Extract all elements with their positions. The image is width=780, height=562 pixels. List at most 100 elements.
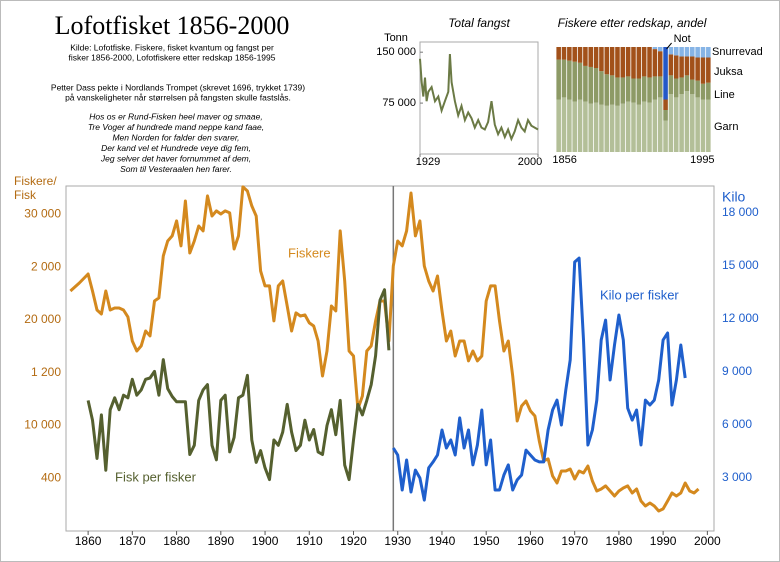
x-tick-label: 1860 [75,534,102,548]
inset-x-tick-label: 1929 [416,156,440,168]
bar-segment [631,47,636,79]
bar-segment [673,78,679,98]
x-tick-label: 1970 [561,534,588,548]
x-tick-label: 1960 [517,534,544,548]
bar-segment [700,83,706,100]
x-tick-label: 1910 [296,534,323,548]
bar-segment [572,101,577,152]
y2-tick-label: 6 000 [722,417,752,431]
bar-segment [684,56,690,76]
bar-segment [609,75,615,105]
y-axis-label: Fiskere/ [14,174,57,188]
legend-label: Juksa [714,66,744,78]
bar-segment [663,120,668,152]
intro-line: på vanskeligheter når størrelsen på fang… [65,92,291,102]
bar-segment [690,47,695,57]
bar-segment [657,51,663,77]
source-line: Kilde: Lofotfiske. Fiskere, fisket kvant… [70,42,274,52]
inset-title: Total fangst [448,16,510,30]
bar-segment [609,47,615,76]
bar-segment [556,47,561,60]
bar-segment [631,102,636,152]
plot-area [65,185,715,532]
bar-segment [620,77,626,104]
legend-label: Snurrevad [712,46,763,58]
series-line [392,256,687,502]
bar-segment [577,47,583,63]
bar-segment [620,103,626,152]
series-label: Fiskere [288,245,331,260]
bar-segment [679,77,684,95]
bar-segment [668,75,674,95]
bar-segment [652,49,658,77]
bar-segment [599,47,604,72]
bar-segment [572,61,577,102]
bar-segment [609,104,615,152]
bar-segment [668,47,674,55]
inset-x-tick-label: 2000 [518,156,542,168]
bar-segment [577,62,583,100]
bar-segment [647,47,652,78]
bar-segment [684,91,690,152]
bar-segment [700,47,706,58]
bar-segment [706,47,711,58]
bar-segment [679,56,684,78]
y-tick-label: 400 [41,470,61,484]
bar-segment [695,57,700,81]
y2-tick-label: 15 000 [722,258,759,272]
x-tick-label: 1920 [340,534,367,548]
bar-segment [636,78,642,105]
bar-segment [652,99,658,152]
inset-x-tick-label: 1995 [690,154,714,166]
bar-segment [604,105,610,152]
y-tick-label: 30 000 [24,207,61,221]
x-tick-label: 2000 [694,534,721,548]
source-line: fisker 1856-2000, Lofotfiskere etter red… [69,52,276,62]
y-tick-label: 10 000 [24,418,61,432]
poem-line: Men Norden for falder den svarer, [112,132,239,142]
y-tick-label: 1 200 [31,365,61,379]
bar-segment [620,47,626,78]
bar-segment [700,99,706,152]
bar-segment [577,99,583,152]
bar-segment [593,68,599,103]
bar-segment [647,102,652,152]
bar-segment [561,47,567,60]
bar-segment [668,54,674,76]
poem-line: Hos os er Rund-Fisken heel maver og smaa… [89,111,262,121]
bar-segment [647,77,652,103]
y2-axis-label: Kilo [722,189,746,205]
inset-x-tick-label: 1856 [552,154,576,166]
bar-segment [556,59,561,100]
bar-segment [572,47,577,62]
bar-segment [641,76,647,102]
bar-segment [556,99,561,152]
poem-line: Der kand vel et Hundrede veye dig fem, [101,143,251,153]
bar-segment [673,47,679,56]
y-tick-label: 2 000 [31,259,61,273]
bar-segment [615,105,620,152]
x-tick-label: 1890 [207,534,234,548]
bar-segment [652,76,658,100]
bar-segment [695,47,700,58]
bar-segment [567,60,572,100]
bar-segment [657,76,663,98]
x-tick-label: 1930 [384,534,411,548]
inset-title: Fiskere etter redskap, andel [558,16,707,30]
bar-segment [583,101,588,152]
x-tick-label: 1990 [650,534,677,548]
bar-segment [588,47,594,67]
bar-segment [636,104,642,152]
bar-segment [604,47,610,75]
bar-segment [668,94,674,152]
inset-y-tick-label: 150 000 [376,46,416,58]
y-tick-label: 20 000 [24,312,61,326]
bar-segment [679,94,684,152]
bar-segment [636,47,642,79]
bar-segment [599,71,604,105]
bar-segment [673,97,679,152]
y2-tick-label: 9 000 [722,364,752,378]
bar-segment [588,103,594,152]
bar-segment [641,47,647,77]
bar-segment [695,80,700,98]
